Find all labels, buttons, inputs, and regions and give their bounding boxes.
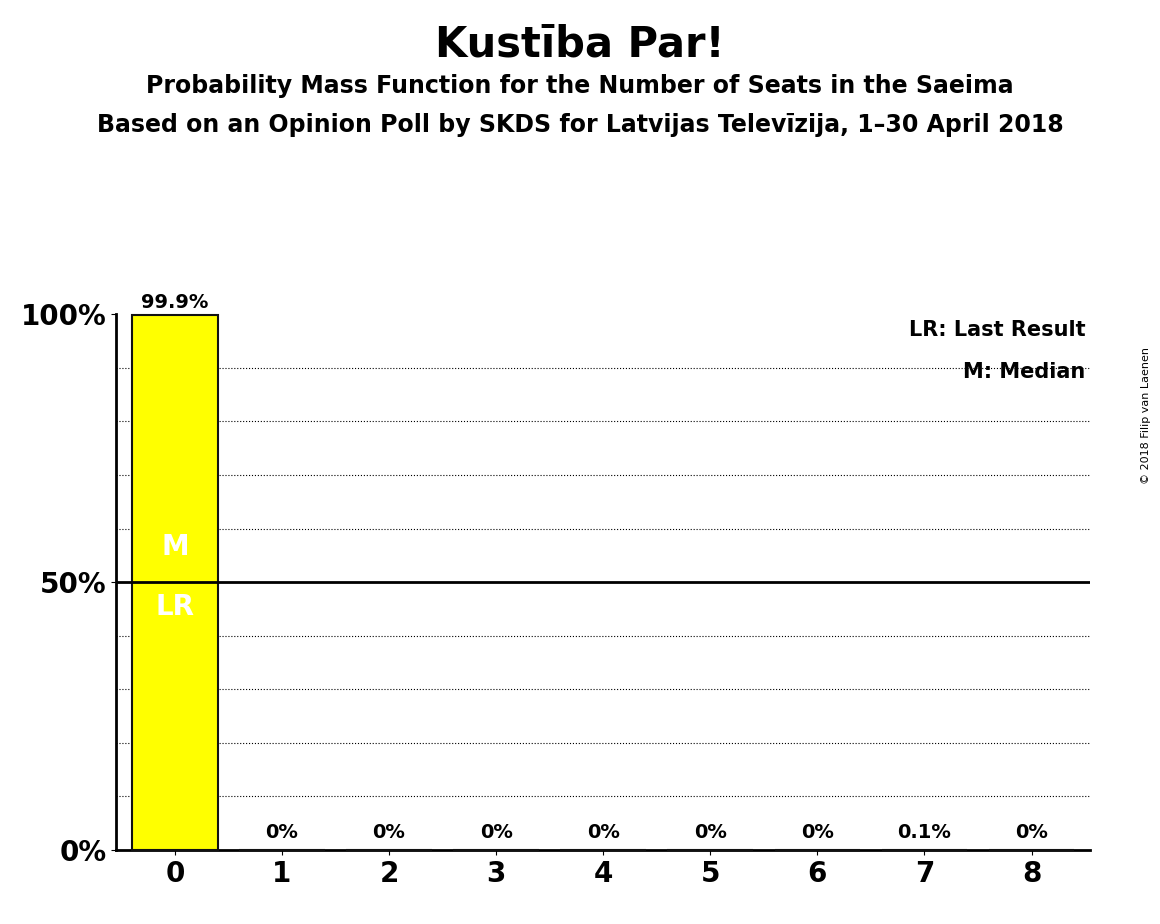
Text: Kustība Par!: Kustība Par! [435, 23, 725, 65]
Text: 0%: 0% [372, 823, 406, 842]
Text: 99.9%: 99.9% [142, 293, 209, 312]
Text: 0.1%: 0.1% [898, 823, 951, 842]
Bar [132, 315, 218, 850]
Text: © 2018 Filip van Laenen: © 2018 Filip van Laenen [1140, 347, 1151, 484]
Text: 0%: 0% [480, 823, 513, 842]
Text: 0%: 0% [266, 823, 298, 842]
Text: 0%: 0% [800, 823, 834, 842]
Text: LR: Last Result: LR: Last Result [909, 320, 1086, 339]
Text: Based on an Opinion Poll by SKDS for Latvijas Televīzija, 1–30 April 2018: Based on an Opinion Poll by SKDS for Lat… [96, 113, 1064, 137]
Text: M: M [161, 532, 189, 561]
Text: Probability Mass Function for the Number of Seats in the Saeima: Probability Mass Function for the Number… [146, 74, 1014, 98]
Text: 0%: 0% [587, 823, 619, 842]
Text: 0%: 0% [1015, 823, 1047, 842]
Text: M: Median: M: Median [963, 362, 1086, 383]
Text: LR: LR [155, 593, 195, 621]
Text: 0%: 0% [694, 823, 726, 842]
